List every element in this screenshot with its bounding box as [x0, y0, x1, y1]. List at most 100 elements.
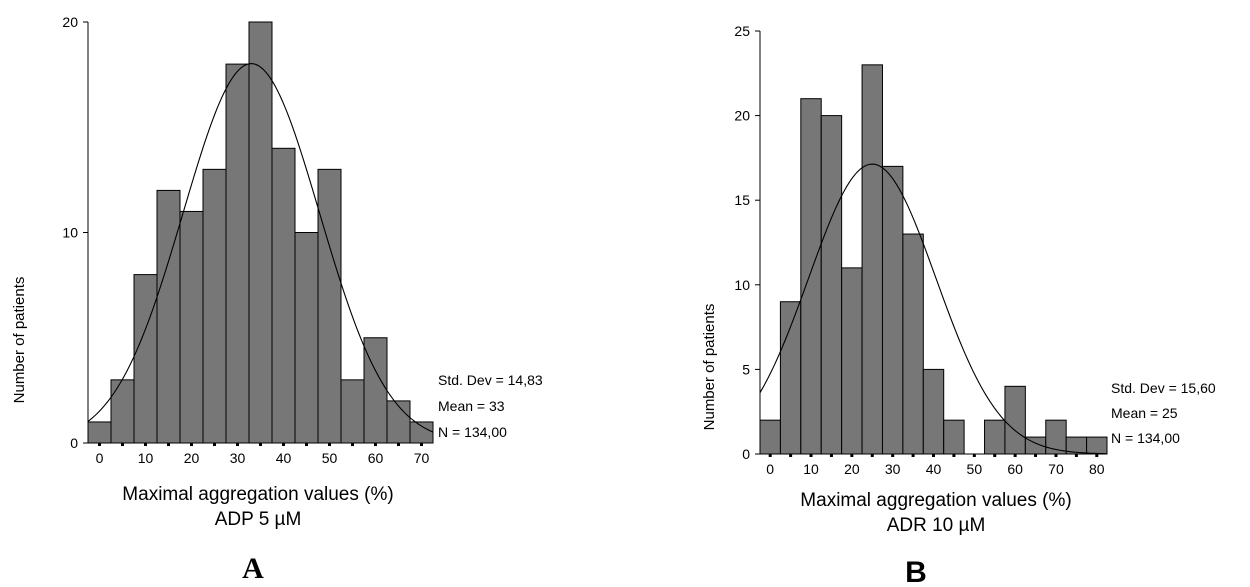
histogram-bar	[179, 210, 204, 444]
histogram-bars-b	[759, 64, 1108, 455]
x-axis-label-a: Maximal aggregation values (%)	[122, 484, 393, 505]
x-axis-label-line2-a: ADP 5 µM	[215, 509, 302, 530]
x-tick-mark	[282, 443, 285, 446]
normal-curve-a	[87, 63, 434, 433]
histogram-bar	[133, 274, 158, 444]
x-tick-mark	[932, 454, 935, 457]
x-axis-label-line2-b: ADR 10 µM	[887, 515, 986, 536]
x-tick-mark	[972, 454, 976, 457]
x-tick-label: 70	[1048, 461, 1064, 477]
histogram-bar	[225, 63, 250, 444]
y-axis-label-a: Number of patients	[11, 277, 28, 404]
y-tick-label: 20	[734, 108, 750, 124]
x-axis-label-b: Maximal aggregation values (%)	[800, 490, 1071, 511]
x-tick-mark	[236, 443, 239, 446]
x-tick-label: 40	[276, 450, 292, 466]
x-tick-mark	[829, 454, 833, 457]
x-tick-mark	[397, 443, 400, 446]
x-tick-labels-a: 0 10 20 30 40 50 60 70	[96, 443, 430, 466]
x-tick-label: 60	[368, 450, 384, 466]
x-tick-mark	[768, 454, 772, 457]
histogram-bar	[202, 168, 227, 444]
histogram-bar	[317, 168, 342, 444]
x-tick-label: 40	[926, 461, 942, 477]
histogram-bar	[1086, 436, 1108, 455]
x-tick-mark	[891, 454, 895, 457]
y-tick-labels-b: 0 5 10 15 20 25	[734, 23, 760, 462]
x-tick-mark	[1095, 454, 1099, 457]
stat-mean-b: Mean = 25	[1111, 405, 1178, 421]
x-tick-mark	[144, 443, 147, 446]
x-tick-mark	[305, 443, 308, 446]
histogram-bar	[779, 301, 802, 455]
x-tick-label: 60	[1007, 461, 1023, 477]
x-tick-mark	[1054, 454, 1058, 457]
stat-mean-a: Mean = 33	[438, 398, 505, 414]
x-tick-mark	[98, 443, 101, 446]
x-tick-label: 30	[230, 450, 246, 466]
x-tick-label: 0	[766, 461, 774, 477]
histogram-bar	[943, 419, 965, 455]
x-tick-mark	[213, 443, 216, 446]
x-tick-mark	[809, 454, 813, 457]
histogram-bar	[294, 232, 319, 444]
y-tick-label: 0	[742, 446, 750, 462]
x-tick-mark	[789, 454, 793, 457]
x-tick-mark	[870, 454, 874, 457]
x-tick-mark	[328, 443, 331, 446]
x-tick-label: 80	[1089, 461, 1105, 477]
panel-label-a: A	[242, 552, 264, 585]
x-tick-label: 70	[414, 450, 430, 466]
x-tick-mark	[1013, 454, 1017, 457]
y-tick-label: 25	[734, 23, 750, 39]
x-tick-label: 20	[844, 461, 860, 477]
x-tick-mark	[374, 443, 377, 446]
stat-std-dev-b: Std. Dev = 15,60	[1111, 380, 1216, 396]
histogram-bar	[881, 165, 904, 455]
y-tick-label: 10	[734, 277, 750, 293]
x-tick-mark	[121, 443, 124, 446]
histogram-bar	[1004, 385, 1026, 455]
x-tick-label: 20	[184, 450, 200, 466]
x-tick-mark	[993, 454, 997, 457]
histogram-bar	[87, 421, 112, 444]
x-tick-mark	[850, 454, 854, 457]
y-tick-labels-a: 0 10 20	[62, 14, 88, 451]
stat-n-a: N = 134,00	[438, 424, 507, 440]
histogram-bar	[156, 189, 181, 444]
y-axis-label-b: Number of patients	[701, 304, 718, 431]
stat-std-dev-a: Std. Dev = 14,83	[438, 372, 543, 388]
histogram-bar	[922, 368, 945, 455]
histogram-bar	[841, 267, 863, 455]
normal-curve-b	[759, 163, 1108, 455]
histogram-panel-b: 0 10 20 30 40 50 60 70 80 0 5 10 15 20 25 Number of p…	[701, 23, 1216, 587]
x-tick-mark	[190, 443, 193, 446]
x-tick-label: 0	[96, 450, 104, 466]
x-tick-label: 50	[967, 461, 983, 477]
stats-box-a: Std. Dev = 14,83 Mean = 33 N = 134,00	[438, 372, 543, 440]
stats-box-b: Std. Dev = 15,60 Mean = 25 N = 134,00	[1111, 380, 1216, 446]
y-tick-label: 15	[734, 192, 750, 208]
histogram-bar	[861, 64, 883, 455]
x-tick-mark	[1074, 454, 1078, 457]
histogram-bar	[984, 419, 1006, 455]
histogram-bar	[759, 419, 781, 455]
stat-n-b: N = 134,00	[1111, 430, 1180, 446]
histogram-bar	[820, 115, 843, 455]
x-tick-mark	[952, 454, 956, 457]
x-tick-label: 30	[885, 461, 901, 477]
y-tick-label: 5	[742, 361, 750, 377]
x-tick-mark	[167, 443, 170, 446]
histogram-bars-a	[87, 21, 434, 444]
x-tick-label: 50	[322, 450, 338, 466]
histogram-bar	[409, 421, 434, 444]
histogram-panel-a: 0 10 20 30 40 50 60 70 0 10 20 Number of patients…	[11, 14, 543, 585]
x-tick-mark	[420, 443, 423, 446]
histogram-bar	[386, 400, 411, 444]
panel-label-b: B	[905, 556, 927, 587]
x-tick-label: 10	[803, 461, 819, 477]
y-tick-label: 20	[62, 14, 78, 30]
x-tick-labels-b: 0 10 20 30 40 50 60 70 80	[766, 454, 1105, 477]
y-tick-label: 10	[62, 225, 78, 241]
